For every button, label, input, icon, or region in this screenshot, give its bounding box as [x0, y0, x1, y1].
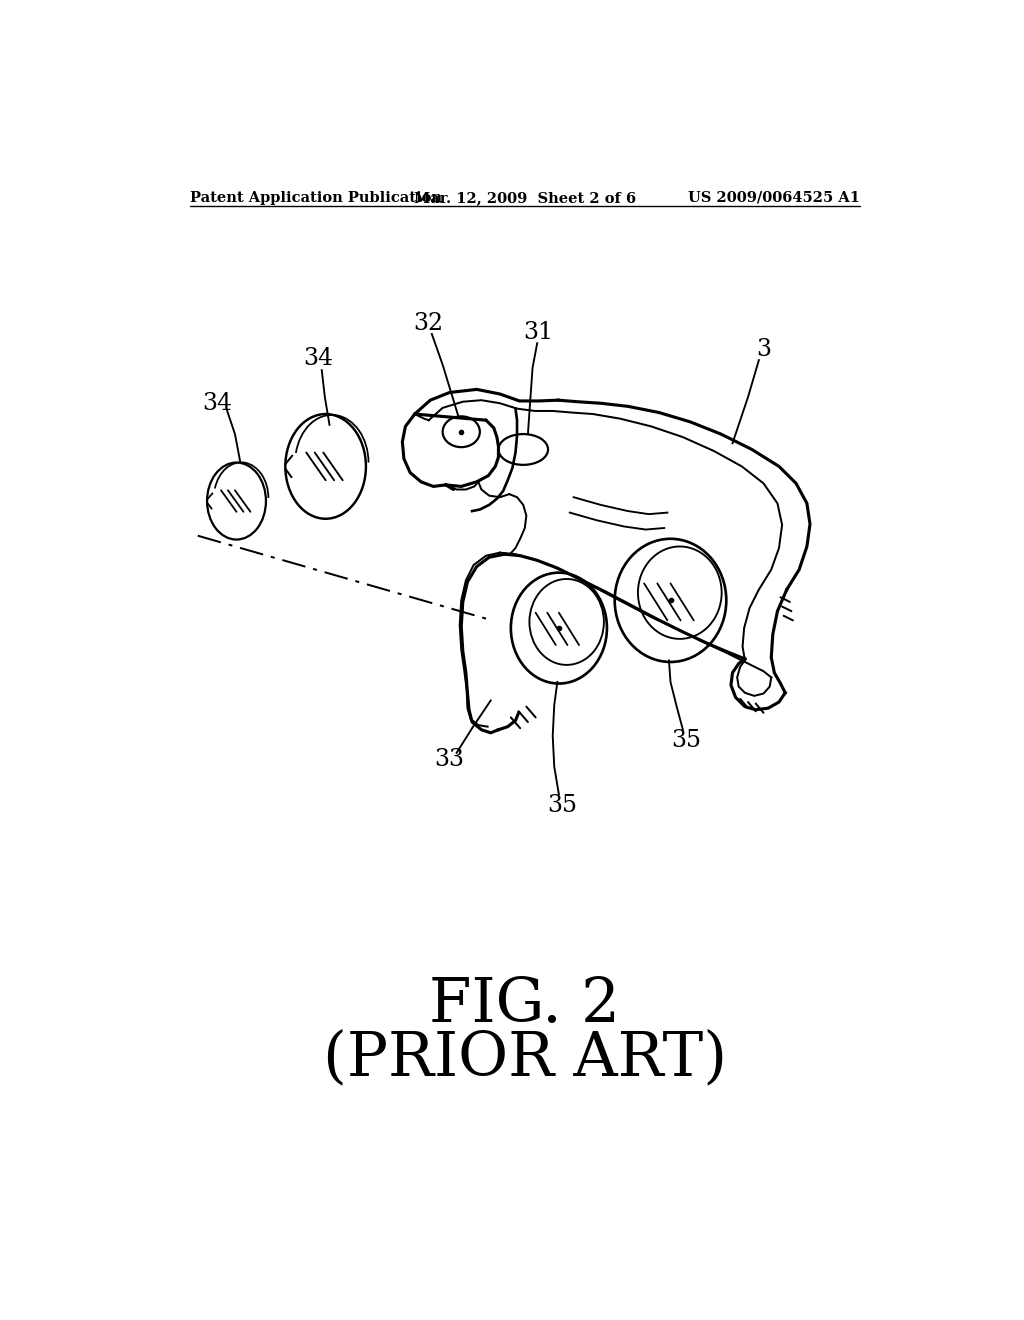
- Text: 33: 33: [434, 747, 464, 771]
- Text: 35: 35: [547, 793, 577, 817]
- Text: FIG. 2: FIG. 2: [429, 974, 621, 1035]
- Text: 35: 35: [671, 729, 701, 752]
- Text: 3: 3: [756, 338, 771, 360]
- Text: Patent Application Publication: Patent Application Publication: [190, 190, 442, 205]
- Text: 34: 34: [202, 392, 232, 414]
- Text: US 2009/0064525 A1: US 2009/0064525 A1: [687, 190, 859, 205]
- Text: Mar. 12, 2009  Sheet 2 of 6: Mar. 12, 2009 Sheet 2 of 6: [414, 190, 636, 205]
- Text: 32: 32: [414, 312, 443, 335]
- Text: 31: 31: [523, 321, 554, 345]
- Text: (PRIOR ART): (PRIOR ART): [323, 1028, 727, 1089]
- Text: 34: 34: [303, 347, 333, 370]
